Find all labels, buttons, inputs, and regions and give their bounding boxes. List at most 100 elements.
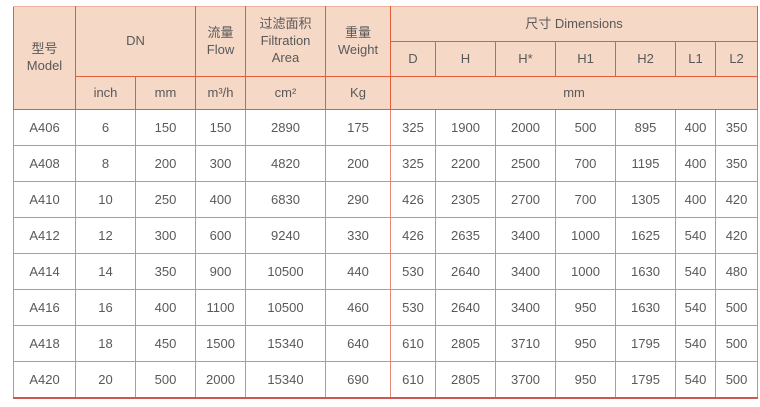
value-cell: 150	[135, 109, 196, 146]
col-header-h1: H1	[555, 41, 616, 77]
value-cell: 200	[135, 145, 196, 182]
table-body: A406 6 150 150 2890 175 325 1900 2000 500 895 400 35…	[13, 109, 759, 399]
value-cell: 900	[195, 253, 246, 290]
value-cell: 400	[195, 181, 246, 218]
value-cell: 350	[714, 145, 759, 182]
value-cell: 1625	[615, 217, 676, 254]
value-cell: 18	[75, 325, 136, 362]
unit-area: cm²	[245, 76, 326, 110]
model-label-en: Model	[26, 58, 63, 73]
value-cell: 2890	[245, 109, 326, 146]
col-header-flow: 流量 Flow	[195, 6, 246, 77]
value-cell: 426	[390, 217, 436, 254]
col-header-dimensions: 尺寸 Dimensions	[389, 6, 759, 42]
value-cell: 175	[325, 109, 391, 146]
value-cell: 540	[675, 253, 716, 290]
value-cell: 350	[714, 109, 759, 146]
header-row-1: 型号 Model DN 流量 Flow 过滤面积 Filtration Area	[13, 6, 759, 110]
value-cell: 540	[675, 289, 716, 326]
table-row: A410 10 250 400 6830 290 426 2305 2700 700 1305 400…	[13, 181, 759, 218]
value-cell: 16	[75, 289, 136, 326]
value-cell: 2000	[495, 109, 556, 146]
value-cell: 530	[390, 289, 436, 326]
value-cell: 950	[555, 325, 616, 362]
value-cell: 450	[135, 325, 196, 362]
value-cell: 1630	[615, 289, 676, 326]
table-row: A416 16 400 1100 10500 460 530 2640 3400 950 1630 5…	[13, 289, 759, 326]
header-row-2: D H H* H1 H2 L1 L2	[14, 41, 759, 77]
value-cell: 250	[135, 181, 196, 218]
value-cell: 2305	[435, 181, 496, 218]
col-header-h2: H2	[615, 41, 676, 77]
value-cell: 14	[75, 253, 136, 290]
value-cell: 200	[325, 145, 391, 182]
value-cell: 2700	[495, 181, 556, 218]
value-cell: 610	[390, 325, 436, 362]
value-cell: 3700	[495, 361, 556, 399]
model-cell: A418	[13, 325, 76, 362]
unit-flow: m³/h	[195, 76, 246, 110]
model-cell: A412	[13, 217, 76, 254]
value-cell: 640	[325, 325, 391, 362]
value-cell: 950	[555, 289, 616, 326]
value-cell: 500	[714, 361, 759, 399]
value-cell: 700	[555, 145, 616, 182]
value-cell: 540	[675, 325, 716, 362]
value-cell: 500	[714, 289, 759, 326]
value-cell: 1795	[615, 325, 676, 362]
col-header-l2: L2	[714, 41, 759, 77]
unit-dn-mm: mm	[135, 76, 196, 110]
value-cell: 15340	[245, 361, 326, 399]
value-cell: 20	[75, 361, 136, 399]
value-cell: 420	[714, 181, 759, 218]
col-header-l1: L1	[675, 41, 716, 77]
value-cell: 500	[714, 325, 759, 362]
flow-label-en: Flow	[206, 41, 235, 57]
value-cell: 1500	[195, 325, 246, 362]
value-cell: 1305	[615, 181, 676, 218]
value-cell: 1630	[615, 253, 676, 290]
filtration-label-zh: 过滤面积	[259, 16, 312, 32]
value-cell: 3400	[495, 217, 556, 254]
value-cell: 530	[390, 253, 436, 290]
model-label-zh: 型号	[31, 41, 58, 57]
value-cell: 420	[714, 217, 759, 254]
value-cell: 150	[195, 109, 246, 146]
spec-table-container: 型号 Model DN 流量 Flow 过滤面积 Filtration Area	[13, 6, 759, 399]
value-cell: 460	[325, 289, 391, 326]
value-cell: 610	[390, 361, 436, 399]
value-cell: 3400	[495, 289, 556, 326]
col-header-h: H	[435, 41, 496, 77]
model-cell: A406	[13, 109, 76, 146]
weight-label-en: Weight	[337, 41, 379, 57]
value-cell: 400	[675, 145, 716, 182]
value-cell: 2500	[495, 145, 556, 182]
filtration-label-en1: Filtration	[260, 33, 311, 49]
value-cell: 8	[75, 145, 136, 182]
value-cell: 700	[555, 181, 616, 218]
value-cell: 2805	[435, 325, 496, 362]
weight-label-zh: 重量	[344, 24, 371, 40]
value-cell: 440	[325, 253, 391, 290]
value-cell: 540	[675, 361, 716, 399]
model-cell: A416	[13, 289, 76, 326]
value-cell: 300	[195, 145, 246, 182]
value-cell: 480	[714, 253, 759, 290]
model-cell: A408	[13, 145, 76, 182]
flow-label-zh: 流量	[207, 24, 234, 40]
model-cell: A420	[13, 361, 76, 399]
value-cell: 600	[195, 217, 246, 254]
table-row: A412 12 300 600 9240 330 426 2635 3400 1000 1625 54…	[13, 217, 759, 254]
table-header: 型号 Model DN 流量 Flow 过滤面积 Filtration Area	[13, 6, 759, 110]
value-cell: 4820	[245, 145, 326, 182]
value-cell: 6	[75, 109, 136, 146]
unit-dn-inch: inch	[75, 76, 136, 110]
specifications-table: 型号 Model DN 流量 Flow 过滤面积 Filtration Area	[13, 6, 759, 399]
col-header-filtration-area: 过滤面积 Filtration Area	[245, 6, 326, 77]
value-cell: 3400	[495, 253, 556, 290]
value-cell: 15340	[245, 325, 326, 362]
value-cell: 325	[390, 145, 436, 182]
value-cell: 330	[325, 217, 391, 254]
value-cell: 690	[325, 361, 391, 399]
value-cell: 540	[675, 217, 716, 254]
